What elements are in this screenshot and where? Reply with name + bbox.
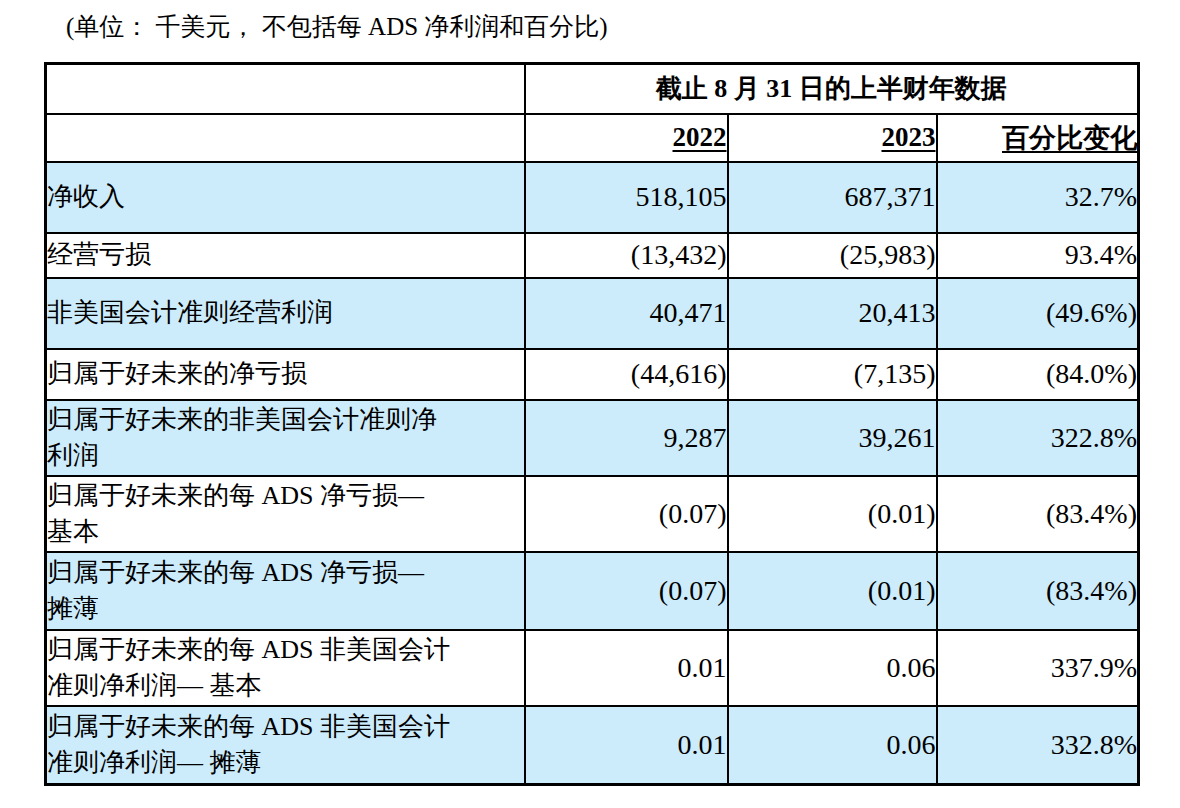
- value-pct-change: (83.4%): [937, 552, 1139, 630]
- value-2022: 0.01: [525, 630, 728, 706]
- column-header-2023: 2023: [728, 114, 937, 162]
- row-label: 净收入: [46, 162, 525, 233]
- row-label: 归属于好未来的非美国会计准则净 利润: [46, 400, 525, 476]
- table-body: 净收入 518,105 687,371 32.7% 经营亏损 (13,432) …: [46, 162, 1139, 785]
- row-label: 归属于好未来的每 ADS 非美国会计 准则净利润— 基本: [46, 630, 525, 706]
- column-header-2022: 2022: [525, 114, 728, 162]
- row-label: 非美国会计准则经营利润: [46, 278, 525, 349]
- row-label: 经营亏损: [46, 233, 525, 278]
- value-2022: (0.07): [525, 476, 728, 552]
- value-2023: (25,983): [728, 233, 937, 278]
- row-label: 归属于好未来的每 ADS 净亏损— 基本: [46, 476, 525, 552]
- value-2023: 20,413: [728, 278, 937, 349]
- unit-caption: (单位： 千美元， 不包括每 ADS 净利润和百分比): [66, 10, 608, 44]
- table-row-net-revenues: 净收入 518,105 687,371 32.7%: [46, 162, 1139, 233]
- value-2023: 0.06: [728, 630, 937, 706]
- value-pct-change: 93.4%: [937, 233, 1139, 278]
- header-columns-row: 2022 2023 百分比变化: [46, 114, 1139, 162]
- table-row-non-gaap-net-income-attributable: 归属于好未来的非美国会计准则净 利润 9,287 39,261 322.8%: [46, 400, 1139, 476]
- header-title-row: 截止 8 月 31 日的上半财年数据: [46, 64, 1139, 114]
- table-row-net-loss-per-ads-diluted: 归属于好未来的每 ADS 净亏损— 摊薄 (0.07) (0.01) (83.4…: [46, 552, 1139, 630]
- financial-results-table: 截止 8 月 31 日的上半财年数据 2022 2023 百分比变化 净收入 5…: [44, 62, 1140, 786]
- value-2022: (44,616): [525, 349, 728, 400]
- table-row-non-gaap-net-income-per-ads-diluted: 归属于好未来的每 ADS 非美国会计 准则净利润— 摊薄 0.01 0.06 3…: [46, 706, 1139, 785]
- row-label: 归属于好未来的净亏损: [46, 349, 525, 400]
- value-2023: (0.01): [728, 476, 937, 552]
- row-label: 归属于好未来的每 ADS 非美国会计 准则净利润— 摊薄: [46, 706, 525, 785]
- value-2023: 39,261: [728, 400, 937, 476]
- value-pct-change: (83.4%): [937, 476, 1139, 552]
- value-2023: (0.01): [728, 552, 937, 630]
- value-2022: (0.07): [525, 552, 728, 630]
- table-header-title: 截止 8 月 31 日的上半财年数据: [525, 64, 1139, 114]
- value-pct-change: (49.6%): [937, 278, 1139, 349]
- value-2022: (13,432): [525, 233, 728, 278]
- value-2023: 687,371: [728, 162, 937, 233]
- value-pct-change: 337.9%: [937, 630, 1139, 706]
- table-row-net-loss-per-ads-basic: 归属于好未来的每 ADS 净亏损— 基本 (0.07) (0.01) (83.4…: [46, 476, 1139, 552]
- value-2022: 518,105: [525, 162, 728, 233]
- value-pct-change: 332.8%: [937, 706, 1139, 785]
- table-row-net-loss-attributable: 归属于好未来的净亏损 (44,616) (7,135) (84.0%): [46, 349, 1139, 400]
- table-row-non-gaap-operating-income: 非美国会计准则经营利润 40,471 20,413 (49.6%): [46, 278, 1139, 349]
- value-2023: (7,135): [728, 349, 937, 400]
- value-pct-change: 322.8%: [937, 400, 1139, 476]
- value-2023: 0.06: [728, 706, 937, 785]
- table-row-operating-loss: 经营亏损 (13,432) (25,983) 93.4%: [46, 233, 1139, 278]
- value-2022: 0.01: [525, 706, 728, 785]
- empty-header-cell: [46, 114, 525, 162]
- empty-header-cell: [46, 64, 525, 114]
- value-2022: 9,287: [525, 400, 728, 476]
- column-header-pct-change: 百分比变化: [937, 114, 1139, 162]
- value-2022: 40,471: [525, 278, 728, 349]
- row-label: 归属于好未来的每 ADS 净亏损— 摊薄: [46, 552, 525, 630]
- value-pct-change: 32.7%: [937, 162, 1139, 233]
- table-row-non-gaap-net-income-per-ads-basic: 归属于好未来的每 ADS 非美国会计 准则净利润— 基本 0.01 0.06 3…: [46, 630, 1139, 706]
- value-pct-change: (84.0%): [937, 349, 1139, 400]
- document-page: (单位： 千美元， 不包括每 ADS 净利润和百分比) 截止 8 月 31 日的…: [0, 0, 1180, 808]
